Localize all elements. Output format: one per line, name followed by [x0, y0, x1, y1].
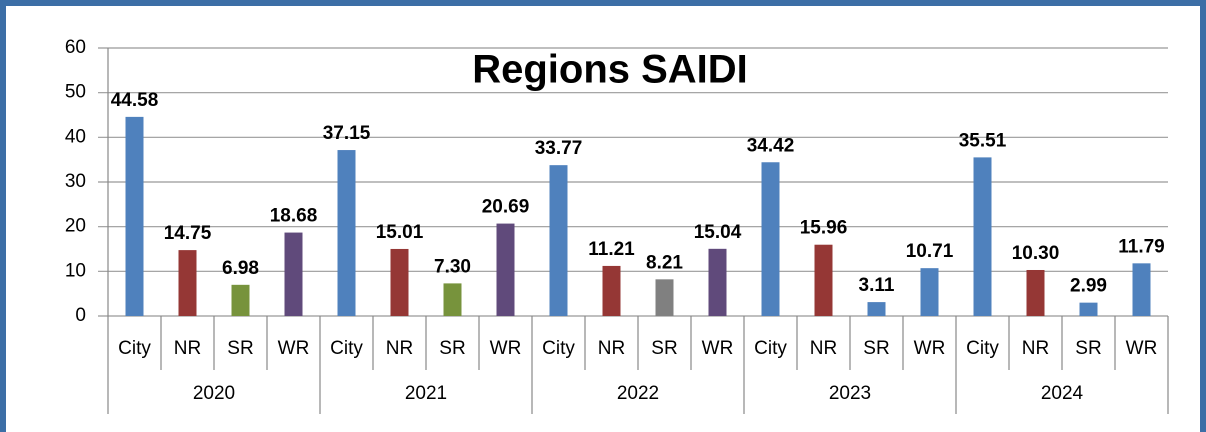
x-tick-label: City	[754, 338, 787, 359]
y-tick-label: 40	[65, 126, 86, 147]
bar	[708, 248, 727, 316]
data-label: 10.30	[1012, 243, 1060, 264]
data-label: 15.96	[800, 218, 848, 239]
data-label: 10.71	[906, 241, 954, 262]
data-label: 18.68	[270, 206, 318, 227]
x-tick-label: WR	[278, 338, 310, 359]
bar	[178, 250, 197, 316]
bar	[814, 244, 833, 316]
data-label: 44.58	[111, 90, 159, 111]
y-tick-label: 50	[65, 82, 86, 103]
bar	[496, 223, 515, 316]
data-label: 6.98	[222, 258, 259, 279]
data-label: 37.15	[323, 123, 371, 144]
x-tick-label: City	[542, 338, 575, 359]
bar	[1079, 302, 1098, 316]
x-tick-label: WR	[702, 338, 734, 359]
y-tick-label: 60	[65, 37, 86, 58]
x-tick-label: NR	[1022, 338, 1049, 359]
data-label: 15.01	[376, 222, 424, 243]
data-label: 2.99	[1070, 276, 1107, 297]
group-label: 2024	[1041, 383, 1084, 404]
data-label: 35.51	[959, 130, 1007, 151]
y-tick-label: 30	[65, 171, 86, 192]
bar	[867, 302, 886, 316]
x-tick-label: WR	[1126, 338, 1158, 359]
bar	[125, 116, 144, 316]
x-tick-label: SR	[439, 338, 465, 359]
bar	[443, 283, 462, 316]
data-label: 7.30	[434, 256, 471, 277]
data-label: 34.42	[747, 135, 795, 156]
data-label: 20.69	[482, 197, 530, 218]
x-tick-label: WR	[490, 338, 522, 359]
bar	[761, 162, 780, 316]
data-label: 8.21	[646, 252, 683, 273]
x-tick-label: NR	[598, 338, 625, 359]
bar	[1026, 269, 1045, 316]
x-tick-label: City	[966, 338, 999, 359]
group-label: 2022	[617, 383, 659, 404]
x-tick-label: SR	[227, 338, 253, 359]
x-tick-label: NR	[810, 338, 837, 359]
bar	[602, 265, 621, 316]
data-label: 3.11	[859, 275, 895, 296]
x-tick-label: NR	[174, 338, 201, 359]
x-tick-label: WR	[914, 338, 946, 359]
data-label: 14.75	[164, 223, 212, 244]
bar	[284, 232, 303, 316]
y-tick-label: 0	[75, 305, 86, 326]
x-tick-label: NR	[386, 338, 413, 359]
y-tick-label: 10	[65, 260, 86, 281]
x-tick-label: City	[118, 338, 151, 359]
x-tick-label: SR	[1075, 338, 1101, 359]
bar	[1132, 263, 1151, 316]
bar	[549, 165, 568, 316]
group-label: 2020	[193, 383, 235, 404]
bar	[337, 150, 356, 316]
x-tick-label: SR	[863, 338, 889, 359]
bar	[655, 279, 674, 316]
data-label: 11.21	[588, 239, 635, 260]
bar	[390, 248, 409, 316]
chart-title: Regions SAIDI	[472, 48, 748, 92]
data-label: 15.04	[694, 222, 742, 243]
group-label: 2023	[829, 383, 871, 404]
x-tick-label: SR	[651, 338, 677, 359]
group-label: 2021	[405, 383, 447, 404]
data-label: 11.79	[1118, 236, 1165, 257]
bar	[920, 268, 939, 316]
bar	[973, 157, 992, 316]
data-label: 33.77	[535, 138, 583, 159]
x-tick-label: City	[330, 338, 363, 359]
bar	[231, 284, 250, 316]
y-tick-label: 20	[65, 216, 86, 237]
